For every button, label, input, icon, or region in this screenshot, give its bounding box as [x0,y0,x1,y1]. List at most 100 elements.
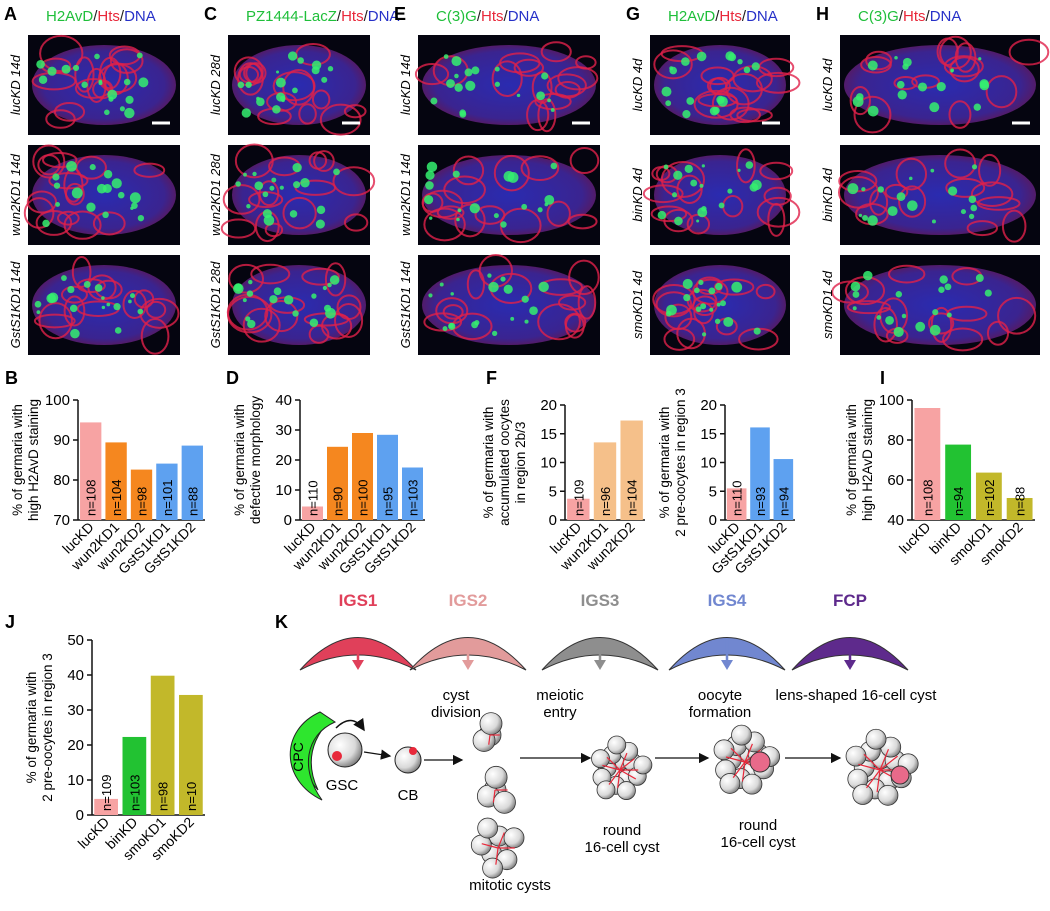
signal [968,213,975,220]
signal [292,87,298,94]
membrane [319,103,362,136]
signal [855,93,864,101]
arrow [363,749,392,760]
membrane [873,306,898,343]
sample-size: n=108 [84,479,99,516]
title-part: DNA [368,8,400,25]
signal [243,172,247,177]
signal [439,282,444,287]
signal [751,62,760,71]
title-part: H2AvD [46,8,93,25]
signal [695,306,702,312]
signal [245,316,251,322]
membrane [895,157,928,191]
signal [494,66,500,72]
panel-letter: I [880,368,885,388]
signal [932,309,939,316]
signal [38,75,48,84]
y-tick-label: 0 [549,512,557,529]
signal [938,286,945,293]
diagram-label: mitotic cysts [469,877,551,894]
signal [246,204,251,209]
cyst-cell [607,735,627,755]
signal [537,207,543,213]
signal [129,192,141,204]
signal [693,287,700,294]
membrane [71,256,92,288]
membrane [546,200,571,227]
membrane [145,300,167,319]
membrane [879,297,909,334]
membrane [258,180,280,207]
membrane [343,104,367,119]
membrane [564,312,587,333]
signal [862,214,869,221]
membrane [986,320,1010,346]
signal [699,183,704,188]
panel-letter: K [275,612,288,632]
fusome [619,758,635,771]
membrane [653,49,693,80]
signal [106,302,111,307]
membrane [664,303,693,331]
y-tick-label: 50 [67,632,84,649]
y-tick-label: 0 [76,807,84,824]
sample-size: n=103 [127,774,142,811]
signal [454,73,459,79]
signal [430,97,438,105]
signal [327,282,332,288]
signal [107,89,118,100]
row-label: lucKD 4d [630,58,645,112]
diagram-label: oocyte formation [689,687,752,721]
membrane [423,312,463,332]
membrane [414,63,450,86]
signal [130,293,136,299]
signal [322,285,327,291]
membrane [442,304,464,320]
gsc [327,732,363,768]
cyst-cell [591,749,610,769]
signal [465,80,476,91]
signal [657,210,667,220]
cyst-cell [477,817,499,839]
cyst-cell [731,724,752,746]
signal [469,203,480,214]
membrane [577,285,597,320]
signal [877,186,885,193]
fusome [879,749,890,771]
bar [150,675,175,815]
signal [53,182,61,189]
membrane [282,196,317,230]
membrane [313,150,335,172]
signal [709,106,719,116]
membrane [60,285,88,304]
y-tick-label: 30 [67,702,84,719]
membrane [767,202,786,237]
signal [979,80,990,91]
sample-size: n=88 [1013,487,1028,516]
signal [252,171,257,177]
title-part: Hts [903,8,926,25]
signal [701,164,705,168]
stage-label: IGS3 [581,591,620,610]
signal [293,181,301,189]
panel-letter: H [816,4,829,24]
signal [897,90,907,100]
signal [289,210,298,218]
signal [494,81,500,87]
signal [547,98,551,103]
fusome [617,769,621,789]
membrane [575,55,597,70]
signal [720,300,726,307]
membrane [884,183,909,200]
y-axis-label: % of germaria with [481,407,496,519]
signal [254,181,264,191]
sample-size: n=94 [776,487,791,516]
membrane [436,205,465,220]
signal [907,200,918,211]
y-axis-label: % of germaria with [844,404,859,516]
signal [488,281,499,293]
row-label: smoKD1 4d [820,270,835,339]
signal [709,307,714,312]
panel-title: C(3)G/Hts/DNA [436,8,539,25]
